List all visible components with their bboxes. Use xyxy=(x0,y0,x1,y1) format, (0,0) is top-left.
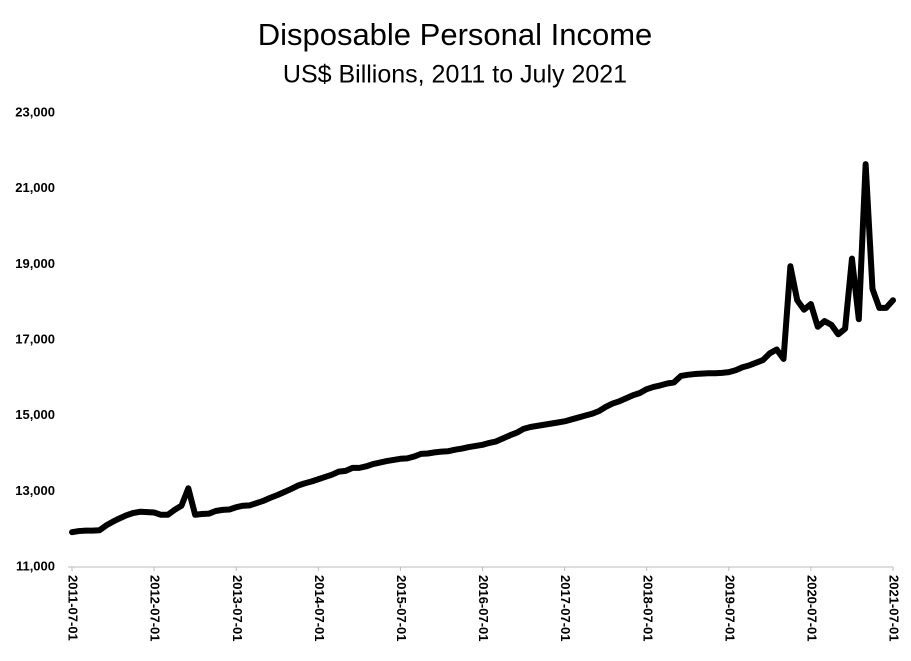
y-tick-label: 11,000 xyxy=(16,558,55,573)
y-tick-label: 13,000 xyxy=(15,483,55,498)
x-tick-label: 2019-07-01 xyxy=(722,575,737,642)
line xyxy=(69,161,896,536)
x-tick-label: 2020-07-01 xyxy=(804,575,819,642)
y-tick-label: 23,000 xyxy=(15,104,55,119)
y-tick-label: 17,000 xyxy=(15,331,55,346)
chart-title: Disposable Personal Income xyxy=(258,17,653,52)
x-tick-label: 2013-07-01 xyxy=(230,575,245,642)
x-tick-label: 2021-07-01 xyxy=(887,575,902,642)
x-tick-label: 2016-07-01 xyxy=(476,575,491,642)
y-tick-label: 21,000 xyxy=(15,180,55,195)
chart-subtitle: US$ Billions, 2011 to July 2021 xyxy=(283,61,627,89)
x-tick-label: 2011-07-01 xyxy=(66,575,81,641)
x-tick-label: 2017-07-01 xyxy=(558,575,573,642)
x-tick-label: 2015-07-01 xyxy=(394,575,409,642)
x-tick-label: 2018-07-01 xyxy=(640,575,655,642)
y-tick-label: 15,000 xyxy=(15,407,55,422)
x-tick-label: 2012-07-01 xyxy=(148,575,163,642)
y-tick-label: 19,000 xyxy=(15,256,55,271)
x-tick-label: 2014-07-01 xyxy=(312,575,327,642)
